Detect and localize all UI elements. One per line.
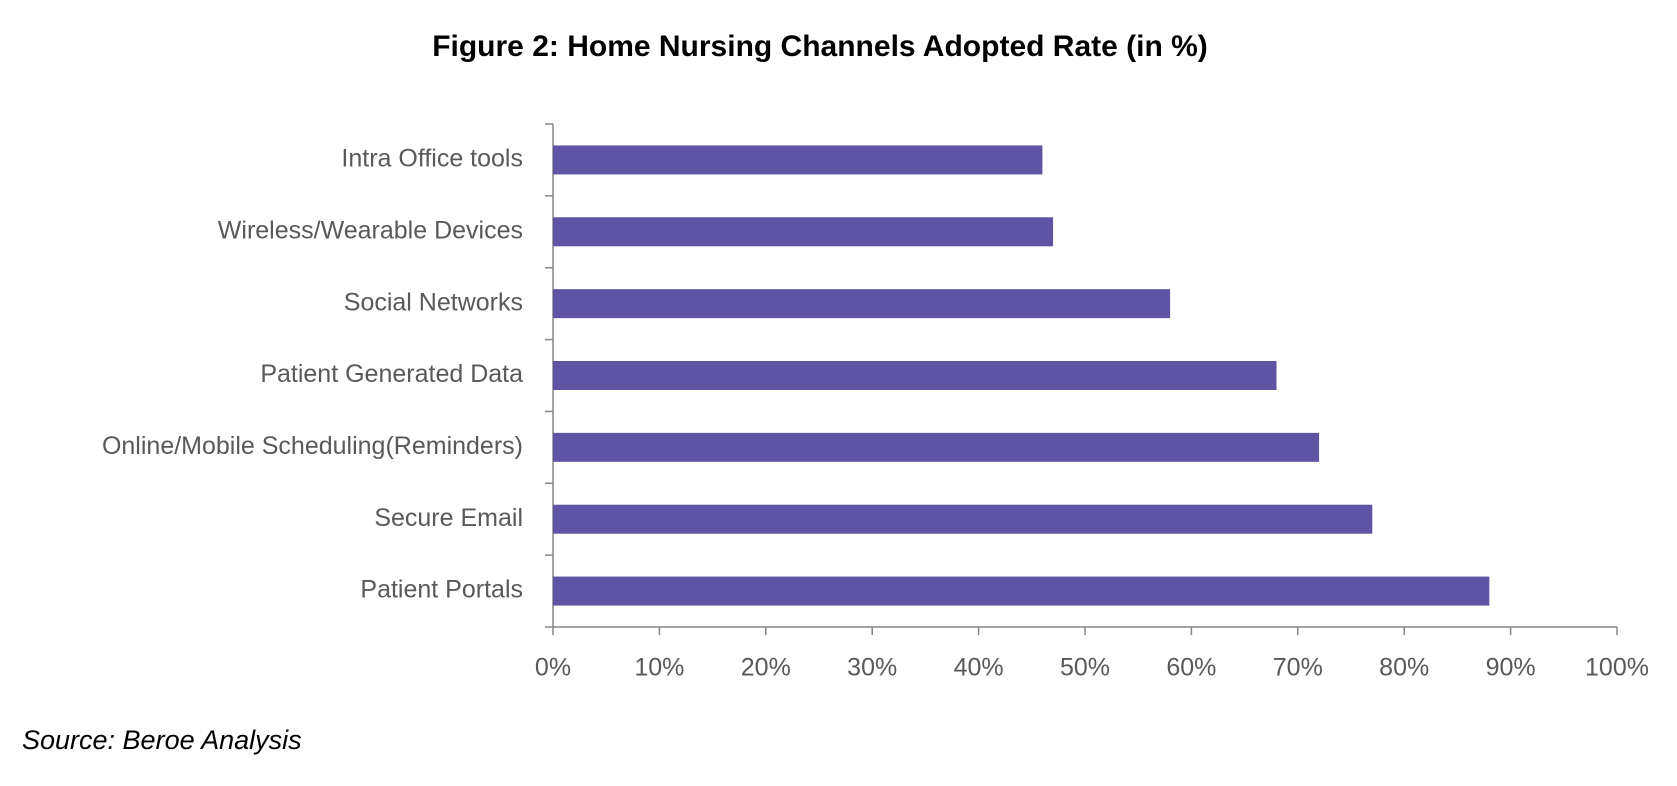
bar <box>553 504 1373 534</box>
bar <box>553 217 1054 247</box>
y-tick-label: Patient Portals <box>360 576 523 604</box>
bar <box>553 361 1277 390</box>
y-tick-label: Patient Generated Data <box>260 360 523 388</box>
y-tick-label: Intra Office tools <box>341 145 523 173</box>
source-note: Source: Beroe Analysis <box>22 725 302 755</box>
bar <box>553 576 1490 606</box>
y-tick-label: Online/Mobile Scheduling(Reminders) <box>102 432 523 460</box>
y-tick-label: Wireless/Wearable Devices <box>218 216 523 244</box>
bar <box>553 289 1171 319</box>
x-tick-label: 30% <box>847 654 897 682</box>
x-tick-label: 100% <box>1585 654 1649 682</box>
y-tick-label: Social Networks <box>344 288 523 316</box>
y-tick-label: Secure Email <box>374 504 523 532</box>
x-tick-label: 40% <box>954 654 1004 682</box>
x-tick-label: 60% <box>1166 654 1216 682</box>
chart-title: Figure 2: Home Nursing Channels Adopted … <box>432 30 1208 63</box>
x-tick-label: 80% <box>1379 654 1429 682</box>
x-tick-label: 70% <box>1273 654 1323 682</box>
bar <box>553 145 1043 175</box>
x-tick-label: 10% <box>634 654 684 682</box>
x-tick-label: 50% <box>1060 654 1110 682</box>
x-tick-label: 0% <box>535 654 571 682</box>
x-tick-label: 90% <box>1486 654 1536 682</box>
x-tick-label: 20% <box>741 654 791 682</box>
bar <box>553 432 1320 462</box>
